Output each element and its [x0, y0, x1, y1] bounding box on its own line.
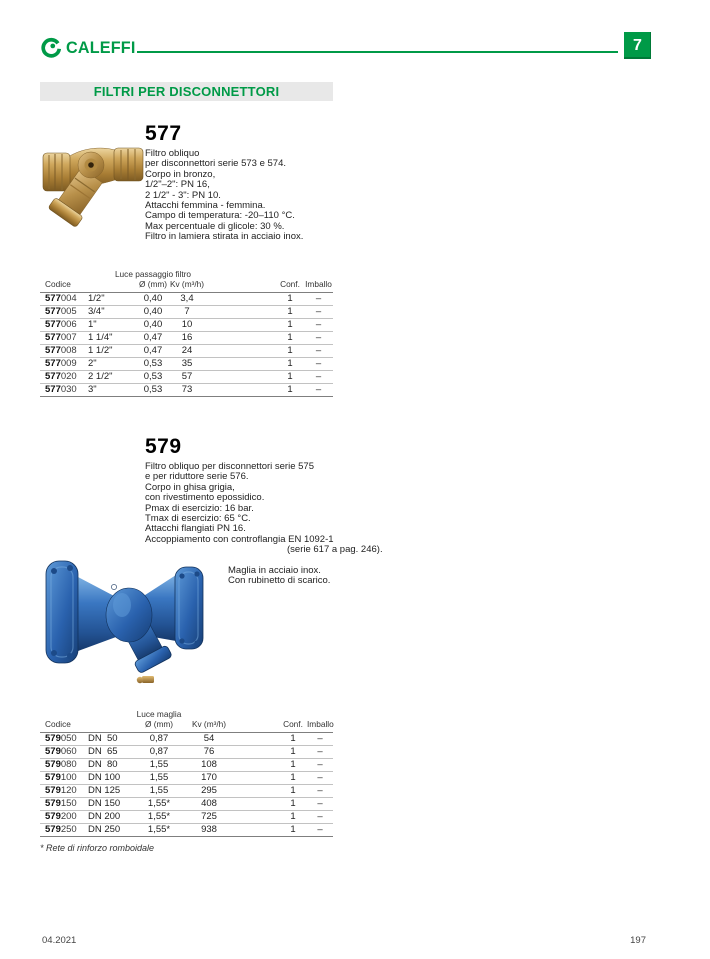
table-577-header-row: Codice Luce passaggio filtro Ø (mm) Kv (… — [40, 266, 333, 292]
table-row: 579100 DN 100 1,55 170 1– — [40, 771, 333, 784]
product-577-description: Filtro obliquo per disconnettori serie 5… — [145, 148, 304, 243]
description-line: e per riduttore serie 576. — [145, 471, 249, 483]
description-line: Accoppiamento con controflangia EN 1092-… — [145, 533, 334, 545]
column-header-luce: Luce passaggio filtro Ø (mm) — [114, 268, 192, 289]
brand-wordmark: CALEFFI — [66, 37, 136, 57]
column-header-conf: Conf. — [283, 718, 303, 729]
description-line: Max percentuale di glicole: 30 %. — [145, 220, 285, 232]
note-line: Con rubinetto di scarico. — [228, 575, 331, 587]
note-line: Maglia in acciaio inox. — [228, 565, 321, 576]
description-line: Filtro obliquo — [145, 148, 200, 159]
column-header-codice: Codice — [45, 718, 71, 729]
product-579-image — [45, 560, 204, 684]
product-577-section: 577 Filtro obliquo per disconnettori ser… — [145, 123, 303, 243]
table-row: 577007 1 1/4" 0,47 16 1– — [40, 331, 333, 344]
table-row: 579050 DN 50 0,87 54 1– — [40, 732, 333, 745]
table-row: 579120 DN 125 1,55 295 1– — [40, 784, 333, 797]
table-row: 577030 3" 0,53 73 1– — [40, 383, 333, 396]
product-577-title: 577 — [145, 122, 182, 145]
table-row: 577008 1 1/2" 0,47 24 1– — [40, 344, 333, 357]
column-header-luce: Luce maglia Ø (mm) — [136, 708, 182, 729]
description-line: Corpo in ghisa grigia, — [145, 481, 235, 493]
table-row: 577004 1/2" 0,40 3,4 1– — [40, 292, 333, 305]
description-line: 1/2"–2": PN 16, — [145, 179, 210, 191]
description-line: con rivestimento epossidico. — [145, 492, 265, 504]
caleffi-logo: CALEFFI — [40, 37, 139, 58]
product-579-section: 579 Filtro obliquo per disconnettori ser… — [145, 436, 383, 556]
column-header-imballo: Imballo — [307, 718, 334, 729]
description-line: Filtro in lamiera stirata in acciaio ino… — [145, 231, 304, 243]
description-line: 2 1/2" - 3": PN 10. — [145, 189, 221, 201]
table-579: Codice Luce maglia Ø (mm) Kv (m³/h) Conf… — [40, 706, 334, 837]
column-header-kv: Kv (m³/h) — [169, 278, 205, 289]
table-row: 579250 DN 250 1,55* 938 1– — [40, 823, 333, 836]
product-579-notes: Maglia in acciaio inox. Con rubinetto di… — [228, 565, 331, 587]
description-line: Pmax di esercizio: 16 bar. — [145, 502, 254, 514]
description-line: Campo di temperatura: -20–110 °C. — [145, 210, 295, 222]
column-header-conf: Conf. — [280, 278, 300, 289]
product-579-description: Filtro obliquo per disconnettori serie 5… — [145, 461, 383, 556]
description-line: Attacchi flangiati PN 16. — [145, 523, 246, 535]
footer-date: 04.2021 — [42, 935, 77, 946]
table-row: 579150 DN 150 1,55* 408 1– — [40, 797, 333, 810]
table-row: 577009 2" 0,53 35 1– — [40, 357, 333, 370]
column-header-codice: Codice — [45, 278, 71, 289]
product-579-title: 579 — [145, 435, 182, 458]
description-line: Filtro obliquo per disconnettori serie 5… — [145, 461, 314, 472]
table-row: 577005 3/4" 0,40 7 1– — [40, 305, 333, 318]
table-row: 579200 DN 200 1,55* 725 1– — [40, 810, 333, 823]
table-row: 577006 1" 0,40 10 1– — [40, 318, 333, 331]
footer-page-number: 197 — [630, 935, 646, 946]
header-rule — [137, 51, 618, 53]
column-header-imballo: Imballo — [305, 278, 332, 289]
table-579-header-row: Codice Luce maglia Ø (mm) Kv (m³/h) Conf… — [40, 706, 334, 732]
table-577: Codice Luce passaggio filtro Ø (mm) Kv (… — [40, 266, 333, 397]
product-577-image — [42, 147, 144, 227]
table-row: 579080 DN 80 1,55 108 1– — [40, 758, 333, 771]
description-line: (serie 617 a pag. 246). — [287, 544, 383, 556]
description-line: Tmax di esercizio: 65 °C. — [145, 513, 251, 525]
column-header-kv: Kv (m³/h) — [191, 718, 227, 729]
section-banner: FILTRI PER DISCONNETTORI — [40, 82, 333, 101]
chapter-number-badge: 7 — [624, 32, 651, 59]
table-row: 577020 2 1/2" 0,53 57 1– — [40, 370, 333, 383]
caleffi-logo-icon — [41, 37, 61, 58]
table-579-footnote: * Rete di rinforzo romboidale — [40, 843, 155, 853]
description-line: per disconnettori serie 573 e 574. — [145, 158, 287, 170]
description-line: Corpo in bronzo, — [145, 168, 216, 180]
table-row: 579060 DN 65 0,87 76 1– — [40, 745, 333, 758]
description-line: Attacchi femmina - femmina. — [145, 200, 266, 212]
chapter-number: 7 — [633, 36, 642, 54]
